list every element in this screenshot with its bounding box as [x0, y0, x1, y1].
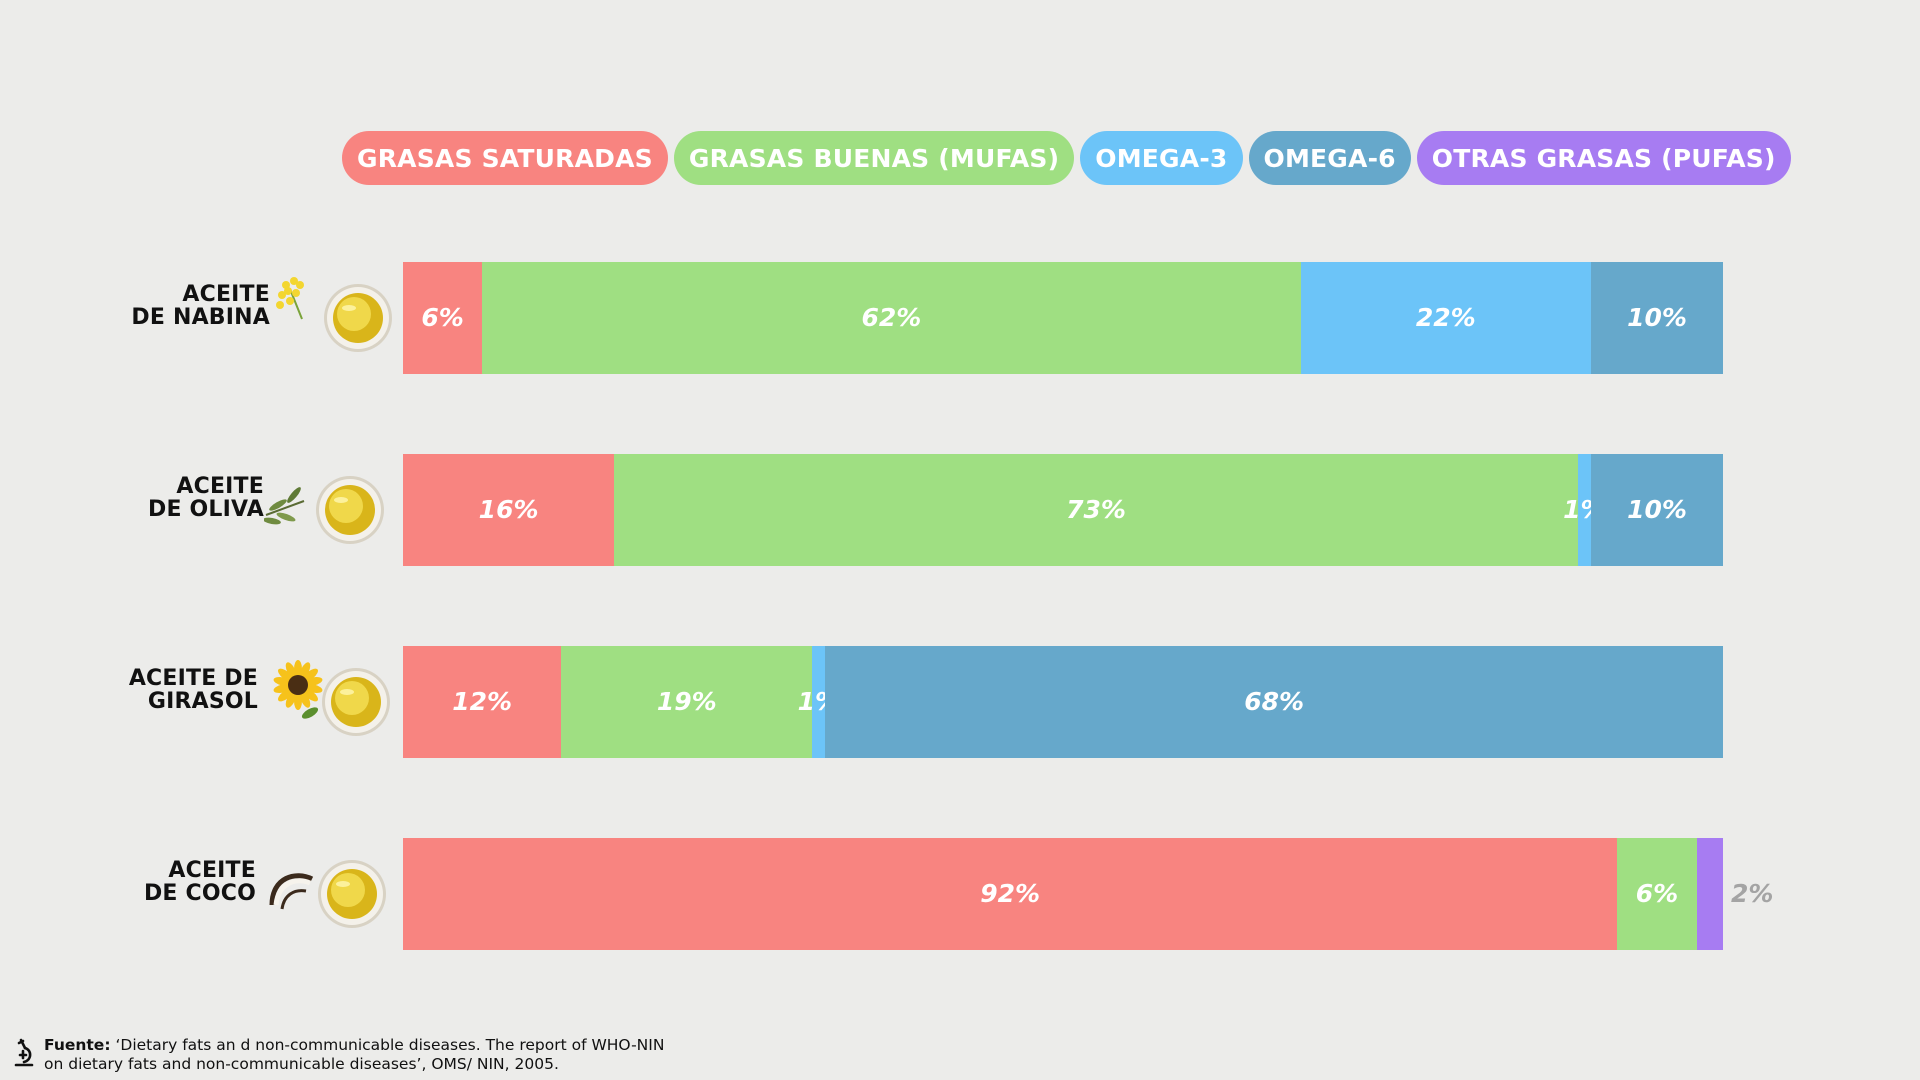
bar-segment [403, 838, 1618, 950]
bar-segment [614, 454, 1578, 566]
legend-item: GRASAS BUENAS (MUFAS) [673, 131, 1075, 185]
data-label: 16% [478, 495, 539, 524]
category-label: ACEITE DE GIRASOL [129, 667, 258, 713]
bar-row: 16% 73% 1% 10% [403, 454, 1723, 566]
bar-row: 92% 6% 2% [403, 838, 1773, 950]
bar-segment [1300, 262, 1591, 374]
bar-segment [1591, 454, 1723, 566]
data-label: 22% [1415, 303, 1476, 332]
rapeseed-flower-oil-icon [272, 273, 402, 367]
source-note: Fuente: ‘Dietary fats an d non-communica… [44, 1036, 664, 1074]
source-prefix: Fuente: [44, 1036, 111, 1054]
data-label: 6% [1635, 879, 1679, 908]
chart-legend: GRASAS SATURADAS GRASAS BUENAS (MUFAS) OME… [342, 131, 1791, 185]
data-label: 62% [861, 303, 922, 332]
category-label: ACEITE DE OLIVA [148, 475, 264, 521]
category-label-line-1: ACEITE [176, 474, 264, 499]
category-label-line-2: DE OLIVA [147, 497, 264, 522]
data-label: 2% [1731, 879, 1774, 908]
category-label: ACEITE DE NABINA [131, 283, 270, 329]
bar-segment [1696, 838, 1723, 950]
data-label: 12% [452, 687, 513, 716]
legend-item: GRASAS SATURADAS [342, 131, 668, 185]
microscope-icon [14, 1038, 34, 1067]
category-label-line-1: ACEITE DE [128, 666, 258, 691]
bar-segment [1591, 262, 1723, 374]
coconut-oil-icon [266, 849, 396, 943]
bar-row: 12% 19% 1% 68% [403, 646, 1723, 758]
bar-segment [403, 454, 615, 566]
data-label: 10% [1627, 303, 1687, 332]
bar-segment [403, 262, 483, 374]
category-label: ACEITE DE COCO [144, 859, 256, 905]
legend-item: OMEGA-3 [1080, 131, 1243, 185]
category-label-line-2: GIRASOL [147, 689, 258, 714]
bar-segment [825, 646, 1723, 758]
category-label-line-2: DE NABINA [131, 305, 270, 330]
data-label: 6% [421, 303, 464, 332]
bar-segment [561, 646, 813, 758]
bar-segment [1617, 838, 1697, 950]
data-label: 10% [1627, 495, 1687, 524]
data-label: 68% [1244, 687, 1305, 716]
source-line-1: ‘Dietary fats an d non-communicable dise… [110, 1036, 665, 1054]
bar-segment [482, 262, 1301, 374]
olive-branch-oil-icon [263, 465, 394, 559]
bar-segment [403, 646, 562, 758]
legend-item: OTRAS GRASAS (PUFAS) [1416, 131, 1791, 185]
source-line-2: on dietary fats and non-communicable dis… [44, 1055, 559, 1073]
category-label-line-1: ACEITE [168, 858, 256, 883]
data-label: 19% [656, 687, 717, 716]
bar-segment [812, 646, 826, 758]
legend-item: OMEGA-6 [1248, 131, 1411, 185]
category-label-line-1: ACEITE [182, 282, 270, 307]
data-label: 92% [980, 879, 1041, 908]
bar-segment [1577, 454, 1591, 566]
category-label-line-2: DE COCO [143, 881, 256, 906]
sunflower-oil-icon [270, 657, 400, 751]
bar-row: 6% 62% 22% 10% [403, 262, 1723, 374]
data-label: 73% [1066, 495, 1126, 524]
